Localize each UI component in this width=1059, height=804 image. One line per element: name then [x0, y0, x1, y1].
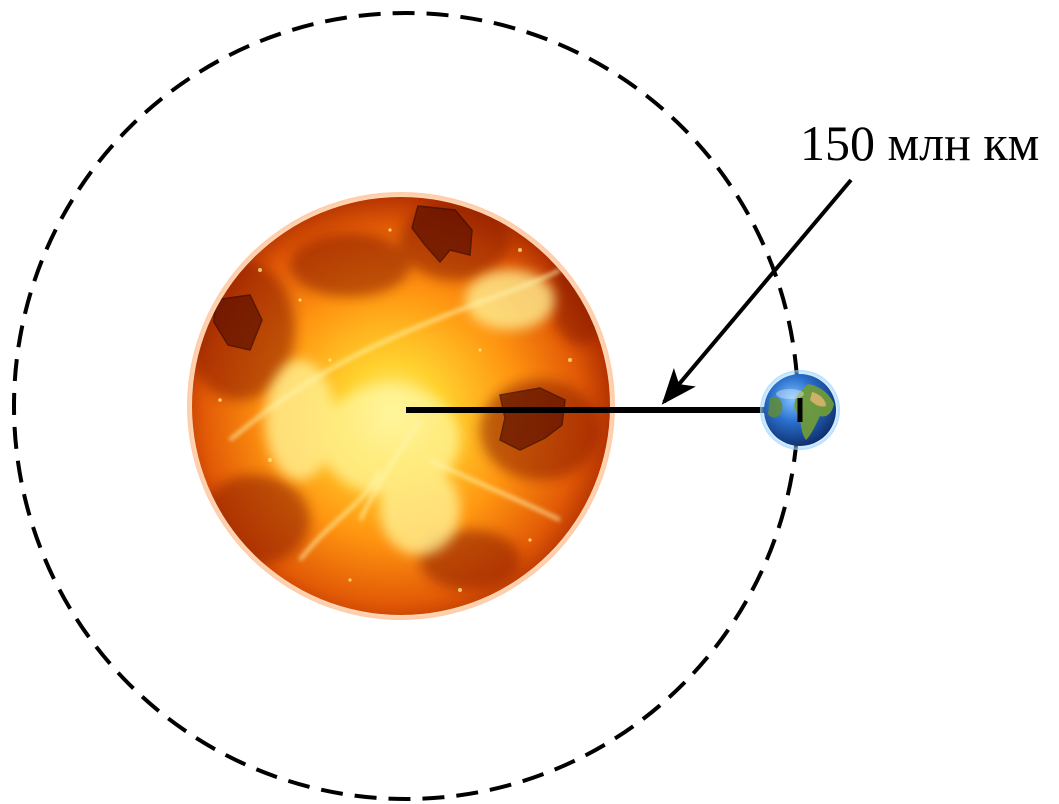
earth-icon	[760, 370, 840, 450]
sun-icon	[187, 192, 615, 620]
label-pointer-arrow	[661, 178, 853, 405]
distance-label: 150 млн км	[800, 115, 1040, 171]
